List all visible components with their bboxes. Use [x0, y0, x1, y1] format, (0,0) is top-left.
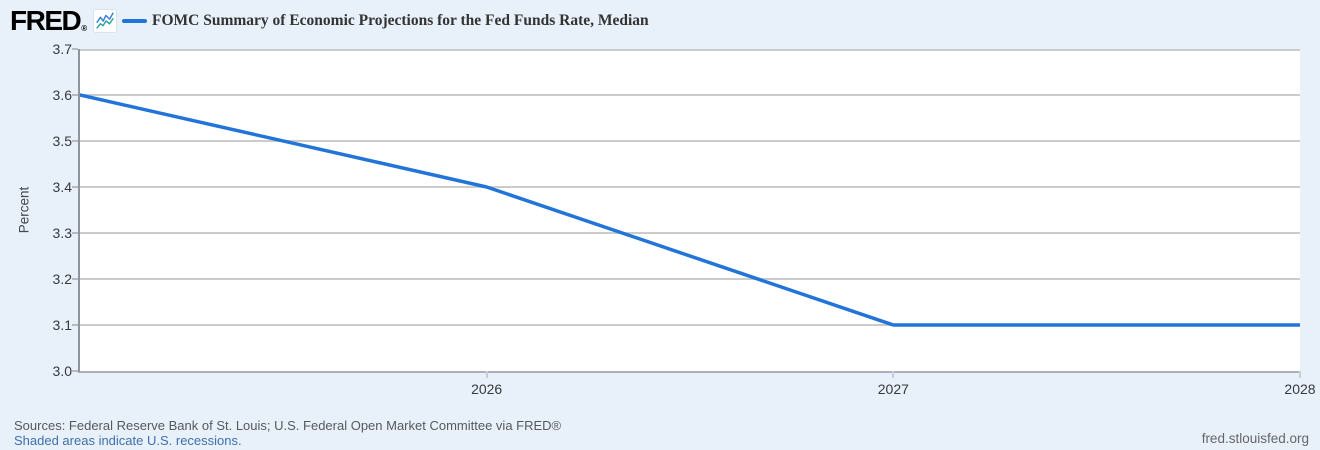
y-tick-label: 3.4: [52, 179, 72, 195]
x-tick-label: 2027: [877, 381, 909, 397]
y-tick-label: 3.7: [52, 41, 72, 57]
y-tick-mark: [72, 232, 78, 234]
x-tick-label: 2026: [471, 381, 503, 397]
y-tick-label: 3.6: [52, 87, 72, 103]
y-tick-label: 3.1: [52, 317, 72, 333]
y-tick-label: 3.2: [52, 271, 72, 287]
y-tick-mark: [72, 370, 78, 372]
y-tick-mark: [72, 48, 78, 50]
mini-chart-icon: [93, 9, 117, 33]
chart-canvas: [80, 49, 1300, 327]
x-tick-mark: [1299, 371, 1301, 378]
y-tick-mark: [72, 140, 78, 142]
registered-mark: ®: [81, 24, 88, 33]
x-tick-mark: [485, 371, 488, 378]
x-tick-mark: [892, 371, 895, 378]
legend-series-label[interactable]: FOMC Summary of Economic Projections for…: [152, 12, 649, 29]
y-tick-mark: [72, 324, 78, 326]
recessions-link[interactable]: Shaded areas indicate U.S. recessions.: [14, 433, 242, 448]
series-line-fed-funds-median: [80, 93, 1300, 327]
y-tick-label: 3.3: [52, 225, 72, 241]
sources-text: Sources: Federal Reserve Bank of St. Lou…: [14, 418, 562, 433]
y-tick-mark: [72, 186, 78, 188]
y-tick-mark: [72, 94, 78, 96]
fred-logo-text: FRED: [10, 5, 82, 36]
y-tick-label: 3.0: [52, 363, 72, 379]
y-tick-mark: [72, 278, 78, 280]
y-tick-label: 3.5: [52, 133, 72, 149]
fred-logo[interactable]: FRED®: [10, 5, 87, 37]
x-tick-label: 2028: [1284, 381, 1316, 397]
plot-area[interactable]: [78, 49, 1300, 373]
legend-line-swatch: [122, 19, 147, 23]
site-watermark[interactable]: fred.stlouisfed.org: [1201, 431, 1309, 446]
